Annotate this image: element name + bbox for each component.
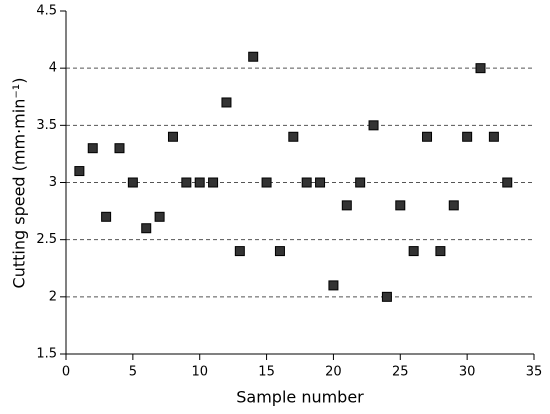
y-tick-label: 1.5 (36, 347, 57, 362)
point (261, 177, 272, 188)
y-tick-label: 3 (49, 175, 57, 190)
y-tick-label: 2 (49, 289, 57, 304)
point (395, 200, 406, 211)
point (408, 246, 419, 257)
point (462, 131, 473, 142)
point (114, 143, 125, 154)
point (355, 177, 366, 188)
point (288, 131, 299, 142)
point (167, 131, 178, 142)
y-tick-label: 4.5 (36, 4, 57, 19)
point (502, 177, 513, 188)
point (422, 131, 433, 142)
y-tick-label: 4 (49, 61, 57, 76)
point (368, 120, 379, 131)
point (315, 177, 326, 188)
point (234, 246, 245, 257)
point (301, 177, 312, 188)
point (181, 177, 192, 188)
point (381, 291, 392, 302)
y-axis-title: Cutting speed (mm·min⁻¹) (10, 78, 29, 289)
point (274, 246, 285, 257)
point (435, 246, 446, 257)
x-tick-label: 35 (526, 365, 543, 380)
x-axis-title: Sample number (236, 388, 364, 407)
point (208, 177, 219, 188)
x-tick-label: 30 (459, 365, 476, 380)
point (488, 131, 499, 142)
point (448, 200, 459, 211)
x-tick-label: 5 (129, 365, 137, 380)
point (248, 51, 259, 62)
x-tick-label: 20 (325, 365, 342, 380)
point (74, 166, 85, 177)
point (341, 200, 352, 211)
point (221, 97, 232, 108)
x-tick-label: 10 (191, 365, 208, 380)
x-tick-label: 25 (392, 365, 409, 380)
x-tick-label: 0 (62, 365, 70, 380)
point (475, 63, 486, 74)
point (194, 177, 205, 188)
point (87, 143, 98, 154)
point (127, 177, 138, 188)
y-tick-label: 3.5 (36, 118, 57, 133)
point (328, 280, 339, 291)
y-tick-label: 2.5 (36, 232, 57, 247)
point (141, 223, 152, 234)
point (101, 211, 112, 222)
x-tick-label: 15 (258, 365, 275, 380)
point (154, 211, 165, 222)
